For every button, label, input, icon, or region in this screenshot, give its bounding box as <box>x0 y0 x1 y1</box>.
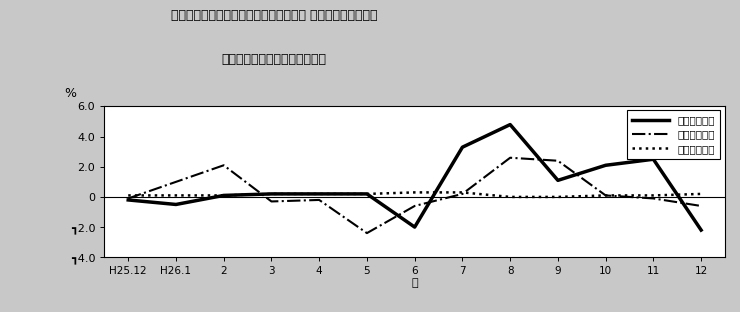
常用雇用指数 <box>601 193 610 197</box>
Line: 常用雇用指数: 常用雇用指数 <box>128 193 701 197</box>
Line: 総実労働時間: 総実労働時間 <box>128 158 701 233</box>
現金給与総額 <box>172 202 181 206</box>
X-axis label: 月: 月 <box>411 278 418 288</box>
常用雇用指数 <box>314 192 323 196</box>
総実労働時間 <box>314 198 323 202</box>
総実労働時間 <box>124 197 132 200</box>
現金給与総額 <box>649 157 658 161</box>
現金給与総額 <box>505 123 514 126</box>
現金給与総額 <box>363 192 371 196</box>
常用雇用指数 <box>554 195 562 199</box>
Legend: 現金給与総額, 総実労働時間, 常用雇用指数: 現金給与総額, 総実労働時間, 常用雇用指数 <box>627 110 720 159</box>
現金給与総額 <box>124 198 132 202</box>
Line: 現金給与総額: 現金給与総額 <box>128 124 701 230</box>
常用雇用指数 <box>505 195 514 199</box>
総実労働時間 <box>601 193 610 197</box>
現金給与総額 <box>696 228 705 232</box>
常用雇用指数 <box>363 192 371 196</box>
総実労働時間 <box>410 204 419 208</box>
常用雇用指数 <box>172 193 181 197</box>
常用雇用指数 <box>696 192 705 196</box>
常用雇用指数 <box>219 193 228 197</box>
現金給与総額 <box>601 163 610 167</box>
総実労働時間 <box>696 204 705 208</box>
常用雇用指数 <box>267 192 276 196</box>
現金給与総額 <box>554 178 562 182</box>
総実労働時間 <box>505 156 514 160</box>
常用雇用指数 <box>458 191 467 194</box>
総実労働時間 <box>458 192 467 196</box>
総実労働時間 <box>554 159 562 163</box>
現金給与総額 <box>410 225 419 229</box>
Text: （規模５人以上　調査産業計）: （規模５人以上 調査産業計） <box>221 53 326 66</box>
現金給与総額 <box>267 192 276 196</box>
総実労働時間 <box>172 180 181 184</box>
現金給与総額 <box>314 192 323 196</box>
現金給与総額 <box>458 145 467 149</box>
現金給与総額 <box>219 193 228 197</box>
総実労働時間 <box>363 231 371 235</box>
常用雇用指数 <box>124 193 132 197</box>
総実労働時間 <box>219 163 228 167</box>
総実労働時間 <box>649 197 658 200</box>
総実労働時間 <box>267 200 276 203</box>
Text: 第４図　賃金、労働時間、常用雇用指数 対前年同月比の推移: 第４図 賃金、労働時間、常用雇用指数 対前年同月比の推移 <box>170 9 377 22</box>
常用雇用指数 <box>649 193 658 197</box>
Y-axis label: %: % <box>64 87 76 100</box>
常用雇用指数 <box>410 191 419 194</box>
